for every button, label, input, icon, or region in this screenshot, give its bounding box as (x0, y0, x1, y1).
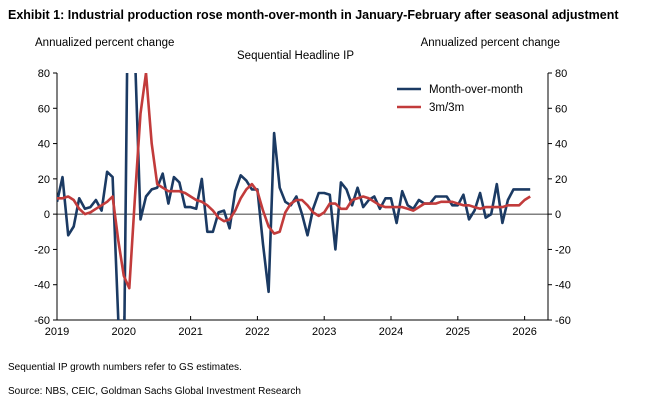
x-tick-label: 2020 (112, 326, 136, 338)
series-line-3m-3m (57, 73, 531, 290)
x-tick-label: 2025 (446, 326, 470, 338)
y-tick-label-left: -60 (34, 315, 50, 327)
x-tick-label: 2019 (45, 326, 69, 338)
y-tick-label-right: -20 (555, 244, 571, 256)
legend-label: 3m/3m (429, 102, 464, 114)
y-axis-title-right: Annualized percent change (420, 37, 560, 49)
footnote: Sequential IP growth numbers refer to GS… (8, 362, 242, 373)
y-tick-label-right: 40 (555, 139, 567, 151)
y-tick-label-right: 20 (555, 174, 567, 186)
y-tick-label-right: 80 (555, 68, 567, 80)
y-tick-label-left: 20 (38, 174, 50, 186)
y-tick-label-left: 60 (38, 103, 50, 115)
exhibit-title: Exhibit 1: Industrial production rose mo… (8, 8, 619, 22)
y-tick-label-right: -40 (555, 280, 571, 292)
source-note: Source: NBS, CEIC, Goldman Sachs Global … (8, 386, 301, 397)
x-tick-label: 2021 (178, 326, 202, 338)
x-tick-label: 2023 (312, 326, 336, 338)
x-tick-label: 2026 (512, 326, 536, 338)
y-tick-label-left: 40 (38, 139, 50, 151)
y-tick-label-left: -20 (34, 244, 50, 256)
y-tick-label-left: 80 (38, 68, 50, 80)
y-tick-label-right: 0 (555, 209, 561, 221)
x-tick-label: 2024 (379, 326, 403, 338)
x-tick-label: 2022 (245, 326, 269, 338)
y-tick-label-right: 60 (555, 103, 567, 115)
legend-label: Month-over-month (429, 84, 523, 96)
y-tick-label-right: -60 (555, 315, 571, 327)
y-tick-label-left: 0 (44, 209, 50, 221)
y-tick-label-left: -40 (34, 280, 50, 292)
y-axis-title-left: Annualized percent change (35, 37, 175, 49)
series-line-month-over-month (57, 73, 531, 320)
chart-title: Sequential Headline IP (237, 50, 354, 62)
